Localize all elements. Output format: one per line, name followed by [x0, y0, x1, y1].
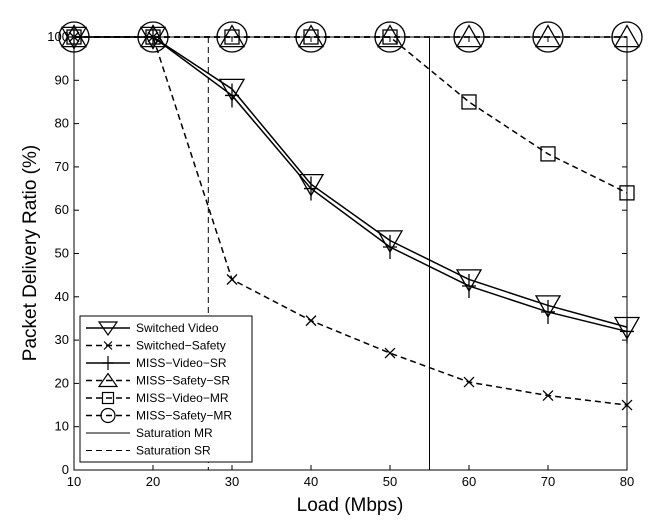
switched-video-marker	[218, 78, 246, 102]
miss-video-sr-marker	[383, 235, 397, 260]
legend-label: MISS−Safety−SR	[136, 374, 230, 388]
legend-label: Switched−Safety	[136, 339, 226, 353]
legend-marker	[100, 407, 116, 424]
x-tick-label: 50	[383, 474, 397, 489]
miss-safety-sr-marker	[218, 24, 246, 48]
y-tick-label: 0	[62, 462, 69, 477]
miss-safety-sr-marker	[139, 24, 167, 48]
legend-box	[79, 315, 253, 463]
legend-label: Saturation SR	[136, 444, 211, 458]
x-tick-label: 10	[67, 474, 81, 489]
switched-video-marker	[297, 173, 325, 197]
y-axis-title: Packet Delivery Ratio (%)	[20, 145, 41, 361]
legend: Switched Video Switched−Safety MISS−Video−…	[79, 315, 253, 463]
switched-safety-marker	[463, 376, 475, 388]
miss-video-mr-marker	[540, 146, 556, 162]
legend-label: Switched Video	[136, 321, 219, 335]
y-tick-label: 40	[55, 289, 69, 304]
switched-video-line	[74, 36, 628, 328]
legend-label: MISS−Video−SR	[136, 356, 227, 370]
y-tick-label: 100	[47, 29, 69, 44]
x-tick-label: 80	[620, 474, 634, 489]
miss-video-sr-marker	[304, 176, 318, 201]
legend-marker	[101, 391, 115, 405]
switched-safety-marker	[384, 347, 396, 359]
miss-video-sr-line	[74, 36, 628, 333]
switched-video-marker	[455, 269, 483, 293]
miss-video-mr-marker	[461, 94, 477, 110]
switched-video-marker	[376, 230, 404, 254]
legend-label: MISS−Safety−MR	[136, 409, 232, 423]
y-tick-label: 70	[55, 159, 69, 174]
x-tick-label: 30	[225, 474, 239, 489]
switched-safety-line	[74, 36, 628, 406]
y-tick-label: 10	[55, 419, 69, 434]
legend-label: MISS−Video−MR	[136, 391, 229, 405]
legend-label: Saturation MR	[136, 426, 213, 440]
switched-safety-marker	[542, 390, 554, 401]
x-tick-label: 40	[304, 474, 318, 489]
legend-marker	[102, 356, 114, 370]
switched-safety-marker	[226, 274, 238, 285]
miss-safety-sr-marker	[376, 24, 404, 48]
y-tick-label: 60	[55, 202, 69, 217]
y-tick-label: 30	[55, 332, 69, 347]
legend-marker	[103, 341, 113, 350]
x-tick-label: 60	[462, 474, 476, 489]
miss-safety-sr-marker	[297, 24, 325, 48]
miss-video-sr-marker	[462, 273, 476, 298]
x-tick-label: 20	[146, 474, 160, 489]
legend-marker	[97, 321, 119, 337]
switched-video-marker	[534, 295, 562, 319]
legend-marker	[97, 372, 119, 388]
y-tick-label: 80	[55, 116, 69, 131]
miss-safety-sr-marker	[534, 24, 562, 48]
miss-video-sr-marker	[225, 83, 239, 108]
switched-safety-marker	[305, 315, 317, 327]
x-axis-title: Load (Mbps)	[297, 495, 404, 516]
y-tick-label: 50	[55, 246, 69, 261]
miss-safety-sr-marker	[455, 24, 483, 48]
y-tick-label: 90	[55, 72, 69, 87]
x-tick-label: 70	[541, 474, 555, 489]
y-tick-label: 20	[55, 375, 69, 390]
miss-video-sr-marker	[541, 299, 555, 324]
